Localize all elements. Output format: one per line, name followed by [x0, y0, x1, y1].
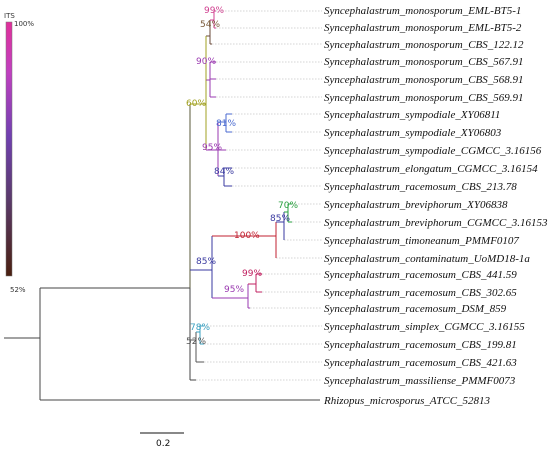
taxon-label: Syncephalastrum_monosporum_EML-BT5-2 [324, 22, 522, 34]
taxon-label: Syncephalastrum_monosporum_CBS_122.12 [324, 39, 524, 51]
scale-bar-label: 0.2 [156, 439, 170, 449]
taxon-label: Syncephalastrum_timoneanum_PMMF0107 [324, 235, 519, 247]
taxon-label: Syncephalastrum_racemosum_CBS_213.78 [324, 181, 517, 193]
support-label: 78% [190, 323, 210, 333]
taxon-label: Syncephalastrum_simplex_CGMCC_3.16155 [324, 321, 525, 333]
support-label: 52% [186, 337, 206, 347]
support-label: 99% [242, 269, 262, 279]
legend-min-label: 52% [10, 286, 26, 294]
taxon-label: Syncephalastrum_sympodiale_CGMCC_3.16156 [324, 145, 542, 157]
support-labels: 99% 54% 90% 60% 81% 95% 84% 70% 85% 100%… [186, 6, 298, 347]
taxon-label: Syncephalastrum_elongatum_CGMCC_3.16154 [324, 163, 538, 175]
support-label: 84% [214, 167, 234, 177]
taxon-label: Syncephalastrum_racemosum_DSM_859 [324, 303, 507, 315]
taxon-label: Syncephalastrum_massiliense_PMMF0073 [324, 375, 516, 387]
tree-branches [4, 10, 320, 401]
legend-title: ITS [4, 12, 15, 20]
taxon-label: Syncephalastrum_breviphorum_CGMCC_3.1615… [324, 217, 548, 229]
taxon-label: Syncephalastrum_racemosum_CBS_441.59 [324, 269, 517, 281]
taxon-label: Syncephalastrum_sympodiale_XY06811 [324, 109, 500, 121]
support-label: 70% [278, 201, 298, 211]
support-label: 90% [196, 57, 216, 67]
taxon-label: Syncephalastrum_monosporum_CBS_568.91 [324, 74, 524, 86]
support-label: 95% [202, 143, 222, 153]
support-label: 54% [200, 20, 220, 30]
support-label: 99% [204, 6, 224, 16]
legend-max-label: 100% [14, 20, 34, 28]
its-legend: ITS 100% 52% [4, 12, 34, 294]
support-label: 95% [224, 285, 244, 295]
support-label: 81% [216, 119, 236, 129]
scale-bar: 0.2 [140, 432, 184, 449]
taxon-label: Syncephalastrum_breviphorum_XY06838 [324, 199, 508, 211]
taxon-label: Syncephalastrum_contaminatum_UoMD18-1a [324, 253, 530, 265]
leader-lines [196, 10, 322, 381]
support-label: 60% [186, 99, 206, 109]
taxon-label: Syncephalastrum_sympodiale_XY06803 [324, 127, 502, 139]
support-label: 85% [270, 214, 290, 224]
legend-gradient-bar [5, 21, 13, 277]
taxon-label: Syncephalastrum_racemosum_CBS_199.81 [324, 339, 517, 351]
taxon-label: Rhizopus_microsporus_ATCC_52813 [323, 395, 491, 407]
taxon-labels: Syncephalastrum_monosporum_EML-BT5-1 Syn… [323, 5, 548, 407]
taxon-label: Syncephalastrum_monosporum_CBS_569.91 [324, 92, 524, 104]
taxon-label: Syncephalastrum_racemosum_CBS_421.63 [324, 357, 517, 369]
taxon-label: Syncephalastrum_racemosum_CBS_302.65 [324, 287, 517, 299]
support-label: 100% [234, 231, 260, 241]
taxon-label: Syncephalastrum_monosporum_CBS_567.91 [324, 56, 524, 68]
support-label: 85% [196, 257, 216, 267]
taxon-label: Syncephalastrum_monosporum_EML-BT5-1 [324, 5, 521, 17]
